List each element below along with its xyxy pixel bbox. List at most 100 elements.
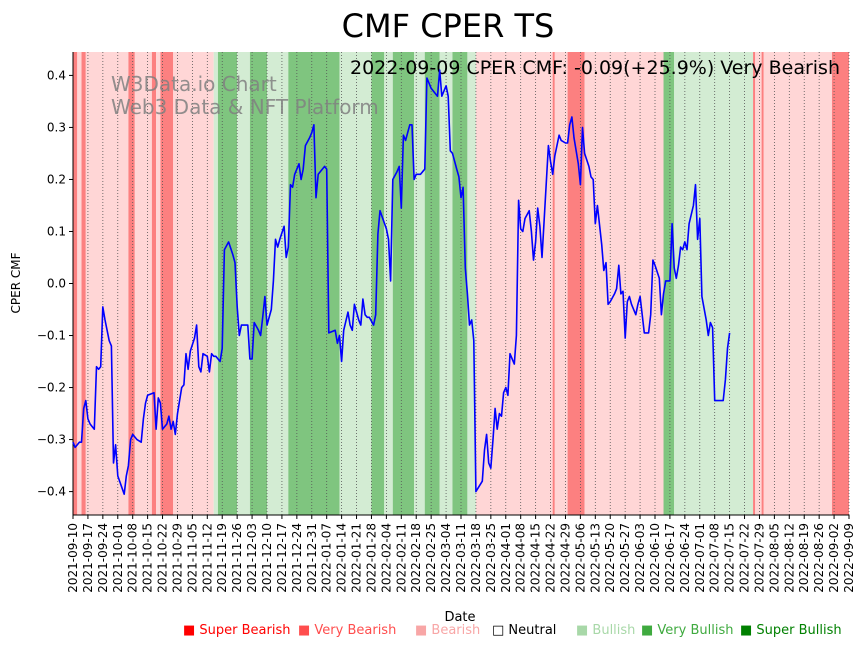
x-tick-label: 2022-01-28 bbox=[364, 523, 378, 593]
legend-label: ■ Bullish bbox=[576, 623, 635, 638]
legend-label: ■ Very Bearish bbox=[298, 623, 396, 638]
x-tick-label: 2022-04-29 bbox=[558, 523, 572, 593]
signal-region bbox=[237, 52, 250, 515]
y-tick-label: 0.0 bbox=[47, 277, 66, 291]
x-tick-label: 2022-04-15 bbox=[529, 523, 543, 593]
signal-region bbox=[128, 52, 135, 515]
x-tick-label: 2022-01-14 bbox=[335, 523, 349, 593]
x-tick-label: 2022-02-25 bbox=[424, 523, 438, 593]
x-tick-label: 2022-04-01 bbox=[499, 523, 513, 593]
x-tick-label: 2022-06-24 bbox=[678, 523, 692, 593]
y-tick-label: 0.3 bbox=[47, 120, 66, 134]
x-tick-label: 2022-03-04 bbox=[439, 523, 453, 593]
signal-region bbox=[392, 52, 415, 515]
x-tick-label: 2021-11-26 bbox=[230, 523, 244, 593]
signal-region bbox=[755, 52, 762, 515]
x-tick-label: 2021-09-10 bbox=[66, 523, 80, 593]
signal-region bbox=[552, 52, 555, 515]
legend-label: ■ Very Bullish bbox=[641, 623, 733, 638]
x-tick-label: 2022-02-18 bbox=[409, 523, 423, 593]
x-tick-label: 2021-12-17 bbox=[275, 523, 289, 593]
legend-item: ■ Super Bullish bbox=[740, 623, 842, 638]
signal-region bbox=[831, 52, 849, 515]
series-line-cmf bbox=[72, 69, 731, 496]
signal-region bbox=[213, 52, 218, 515]
x-axis-label: Date bbox=[444, 610, 475, 625]
legend-item: ■ Very Bullish bbox=[641, 623, 733, 638]
x-tick-label: 2022-03-11 bbox=[454, 523, 468, 593]
signal-region bbox=[753, 52, 756, 515]
x-tick-label: 2022-08-12 bbox=[782, 523, 796, 593]
signal-region bbox=[554, 52, 568, 515]
signal-region bbox=[77, 52, 82, 515]
x-tick-label: 2022-06-03 bbox=[633, 523, 647, 593]
signal-region bbox=[217, 52, 238, 515]
signal-region bbox=[288, 52, 340, 515]
signal-region bbox=[134, 52, 152, 515]
signal-region bbox=[151, 52, 157, 515]
x-tick-label: 2022-06-10 bbox=[648, 523, 662, 593]
x-tick-label: 2022-04-08 bbox=[514, 523, 528, 593]
legend-item: □ Neutral bbox=[492, 623, 556, 638]
signal-region bbox=[73, 52, 78, 515]
x-tick-label: 2022-06-17 bbox=[663, 523, 677, 593]
x-tick-label: 2022-07-08 bbox=[708, 523, 722, 593]
legend-item: ■ Super Bearish bbox=[183, 623, 291, 638]
signal-region bbox=[414, 52, 425, 515]
x-tick-label: 2021-10-01 bbox=[111, 523, 125, 593]
chart-annotation: 2022-09-09 CPER CMF: -0.09(+25.9%) Very … bbox=[350, 57, 840, 79]
signal-region bbox=[424, 52, 440, 515]
legend-label: ■ Super Bearish bbox=[183, 623, 291, 638]
y-tick-label: −0.3 bbox=[37, 433, 66, 447]
signal-region bbox=[475, 52, 553, 515]
legend-item: ■ Bullish bbox=[576, 623, 635, 638]
y-axis-label: CPER CMF bbox=[9, 252, 23, 313]
x-tick-label: 2022-05-20 bbox=[603, 523, 617, 593]
y-tick-label: 0.2 bbox=[47, 172, 66, 186]
x-tick-label: 2022-05-27 bbox=[618, 523, 632, 593]
signal-region bbox=[81, 52, 86, 515]
x-tick-label: 2022-07-29 bbox=[752, 523, 766, 593]
x-tick-label: 2021-11-12 bbox=[200, 523, 214, 593]
signal-region bbox=[763, 52, 832, 515]
y-tick-label: −0.1 bbox=[37, 329, 66, 343]
x-tick-label: 2022-07-15 bbox=[723, 523, 737, 593]
x-tick-label: 2022-01-07 bbox=[320, 523, 334, 593]
x-tick-label: 2022-05-13 bbox=[588, 523, 602, 593]
x-tick-label: 2022-08-26 bbox=[812, 523, 826, 593]
signal-region bbox=[249, 52, 267, 515]
x-tick-label: 2021-11-05 bbox=[185, 523, 199, 593]
x-tick-label: 2021-11-19 bbox=[215, 523, 229, 593]
x-tick-label: 2022-04-22 bbox=[544, 523, 558, 593]
signal-region bbox=[267, 52, 289, 515]
y-tick-label: 0.1 bbox=[47, 224, 66, 238]
x-tick-label: 2022-07-22 bbox=[738, 523, 752, 593]
y-tick-label: −0.4 bbox=[37, 485, 66, 499]
signal-region bbox=[384, 52, 393, 515]
x-tick-label: 2022-09-09 bbox=[842, 523, 856, 593]
x-tick-label: 2021-09-24 bbox=[96, 523, 110, 593]
signal-region bbox=[160, 52, 174, 515]
x-tick-label: 2021-10-15 bbox=[141, 523, 155, 593]
legend-item: ■ Very Bearish bbox=[298, 623, 396, 638]
x-tick-label: 2021-12-10 bbox=[260, 523, 274, 593]
x-tick-label: 2022-07-01 bbox=[693, 523, 707, 593]
plot-area: −0.4 −0.3 −0.2 −0.1 0.0 0.1 0.2 0.3 0.4 2021-09-1… bbox=[37, 52, 856, 593]
y-tick-label: 0.4 bbox=[47, 68, 66, 82]
x-tick-label: 2022-03-18 bbox=[469, 523, 483, 593]
x-tick-label: 2022-08-19 bbox=[797, 523, 811, 593]
chart-title: CMF CPER TS bbox=[342, 7, 555, 45]
x-tick-label: 2022-08-05 bbox=[767, 523, 781, 593]
legend-item: ■ Bearish bbox=[415, 623, 480, 638]
signal-region bbox=[156, 52, 161, 515]
signal-region bbox=[674, 52, 754, 515]
x-tick-label: 2022-02-11 bbox=[394, 523, 408, 593]
signal-region bbox=[663, 52, 675, 515]
x-tick-label: 2022-02-04 bbox=[379, 523, 393, 593]
x-tick-label: 2022-01-21 bbox=[350, 523, 364, 593]
x-tick-label: 2021-10-29 bbox=[170, 523, 184, 593]
x-tick-label: 2021-09-17 bbox=[81, 523, 95, 593]
x-tick-label: 2021-12-24 bbox=[290, 523, 304, 593]
